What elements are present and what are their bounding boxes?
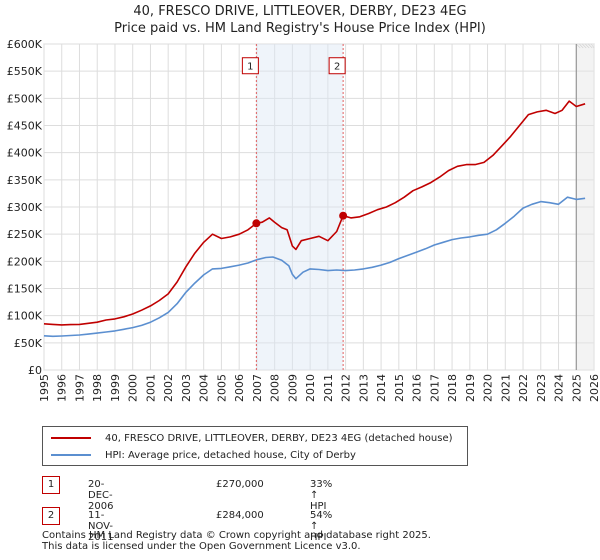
y-tick-label: £600K bbox=[7, 38, 43, 51]
x-tick-label: 2019 bbox=[464, 374, 477, 402]
legend: 40, FRESCO DRIVE, LITTLEOVER, DERBY, DE2… bbox=[42, 426, 468, 466]
x-tick-label: 2007 bbox=[251, 374, 264, 402]
transaction-number: 2 bbox=[42, 507, 60, 525]
footer-copyright: Contains HM Land Registry data © Crown c… bbox=[42, 530, 431, 541]
x-tick-label: 2022 bbox=[517, 374, 530, 402]
sale-point bbox=[252, 219, 261, 228]
x-tick-label: 2017 bbox=[428, 374, 441, 402]
x-tick-label: 2004 bbox=[198, 374, 211, 402]
y-tick-label: £300K bbox=[7, 201, 43, 214]
y-tick-label: £350K bbox=[7, 174, 43, 187]
x-tick-label: 2023 bbox=[535, 374, 548, 402]
y-tick-label: £550K bbox=[7, 65, 43, 78]
annotation-label: 1 bbox=[247, 62, 253, 73]
x-tick-label: 2024 bbox=[553, 374, 566, 402]
x-tick-label: 1998 bbox=[91, 374, 104, 402]
x-tick-label: 2016 bbox=[411, 374, 424, 402]
chart-title: 40, FRESCO DRIVE, LITTLEOVER, DERBY, DE2… bbox=[133, 4, 466, 19]
legend-item-hpi: HPI: Average price, detached house, City… bbox=[51, 447, 356, 463]
legend-swatch-hpi bbox=[51, 454, 91, 456]
x-tick-label: 2025 bbox=[570, 374, 583, 402]
footer: Contains HM Land Registry data © Crown c… bbox=[42, 530, 431, 552]
x-tick-label: 2020 bbox=[482, 374, 495, 402]
grid bbox=[43, 43, 595, 371]
x-tick-label: 2000 bbox=[127, 374, 140, 402]
footer-licence: This data is licensed under the Open Gov… bbox=[42, 541, 361, 552]
y-tick-label: £200K bbox=[7, 255, 43, 268]
y-tick-label: £150K bbox=[7, 283, 43, 296]
transaction-hpi-change: 54% ↑ HPI bbox=[310, 510, 333, 543]
x-tick-label: 2008 bbox=[269, 374, 282, 402]
shaded-region bbox=[256, 44, 344, 370]
x-tick-label: 2026 bbox=[588, 374, 600, 402]
legend-item-property: 40, FRESCO DRIVE, LITTLEOVER, DERBY, DE2… bbox=[51, 430, 453, 446]
x-tick-label: 2012 bbox=[340, 374, 353, 402]
price-chart: 40, FRESCO DRIVE, LITTLEOVER, DERBY, DE2… bbox=[7, 4, 600, 402]
y-tick-label: £400K bbox=[7, 147, 43, 160]
annotation-label: 2 bbox=[334, 62, 340, 73]
x-tick-label: 2003 bbox=[180, 374, 193, 402]
sale-point bbox=[339, 211, 348, 220]
x-tick-label: 2014 bbox=[375, 374, 388, 402]
x-tick-label: 2005 bbox=[215, 374, 228, 402]
shaded-period bbox=[256, 43, 595, 370]
x-tick-label: 1995 bbox=[38, 374, 51, 402]
transaction-price: £270,000 bbox=[216, 479, 264, 490]
property-price-line bbox=[43, 100, 586, 326]
x-tick-label: 2011 bbox=[322, 374, 335, 402]
x-tick-label: 2021 bbox=[499, 374, 512, 402]
x-tick-label: 2013 bbox=[357, 374, 370, 402]
transaction-date: 11-NOV-2011 bbox=[88, 510, 114, 543]
y-axis: £0 £50K £100K £150K £200K £250K £300K £350K £400… bbox=[7, 38, 43, 377]
y-tick-label: £450K bbox=[7, 120, 43, 133]
annotation-box bbox=[328, 57, 346, 75]
series-layer bbox=[43, 100, 586, 338]
x-tick-label: 2001 bbox=[144, 374, 157, 402]
y-tick-label: £50K bbox=[14, 337, 43, 350]
transaction-number: 1 bbox=[42, 476, 60, 494]
x-tick-label: 1996 bbox=[56, 374, 69, 402]
x-tick-label: 1999 bbox=[109, 374, 122, 402]
x-tick-label: 2018 bbox=[446, 374, 459, 402]
transaction-date: 20-DEC-2006 bbox=[88, 479, 114, 512]
legend-label-property: 40, FRESCO DRIVE, LITTLEOVER, DERBY, DE2… bbox=[105, 432, 453, 444]
legend-swatch-property bbox=[51, 437, 91, 439]
hpi-line bbox=[43, 196, 586, 338]
x-tick-label: 2009 bbox=[286, 374, 299, 402]
legend-label-hpi: HPI: Average price, detached house, City… bbox=[105, 449, 356, 461]
annotation-box bbox=[241, 57, 259, 75]
y-tick-label: £250K bbox=[7, 228, 43, 241]
x-tick-label: 1997 bbox=[73, 374, 86, 402]
x-tick-label: 2010 bbox=[304, 374, 317, 402]
transaction-hpi-change: 33% ↑ HPI bbox=[310, 479, 333, 512]
y-tick-label: £500K bbox=[7, 92, 43, 105]
transaction-price: £284,000 bbox=[216, 510, 264, 521]
forecast-region bbox=[576, 44, 594, 370]
x-axis: 1995 1996 1997 1998 1999 2000 2001 2002 2003 2004… bbox=[38, 374, 600, 402]
x-tick-label: 2006 bbox=[233, 374, 246, 402]
x-tick-label: 2015 bbox=[393, 374, 406, 402]
x-tick-label: 2002 bbox=[162, 374, 175, 402]
chart-subtitle: Price paid vs. HM Land Registry's House … bbox=[114, 21, 486, 36]
y-tick-label: £100K bbox=[7, 310, 43, 323]
y-tick-label: £0 bbox=[28, 364, 42, 377]
